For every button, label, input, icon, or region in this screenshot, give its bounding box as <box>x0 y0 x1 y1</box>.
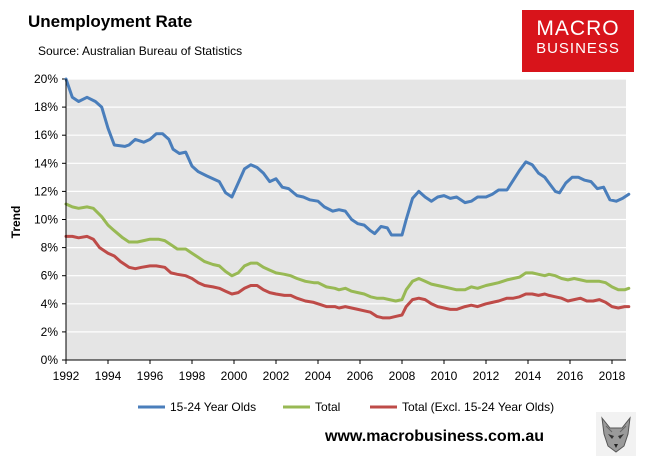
logo-line-2: BUSINESS <box>536 40 620 57</box>
series-lines <box>64 77 631 320</box>
x-tick-label: 2014 <box>515 369 542 383</box>
y-axis-ticks: 0% 2% 4% 6% 8% 10% 12% 14% 16% 18% 20% <box>34 72 66 367</box>
x-tick-label: 2016 <box>557 369 584 383</box>
y-tick-label: 10% <box>34 213 58 227</box>
x-tick-label: 2018 <box>599 369 626 383</box>
x-tick-label: 2008 <box>389 369 416 383</box>
x-tick-label: 2006 <box>347 369 374 383</box>
y-axis-label: Trend <box>9 206 23 239</box>
y-tick-label: 14% <box>34 156 58 170</box>
x-tick-label: 2012 <box>473 369 500 383</box>
x-tick-label: 1998 <box>179 369 206 383</box>
legend-label: Total <box>315 400 340 414</box>
x-tick-label: 2004 <box>305 369 332 383</box>
legend-label: Total (Excl. 15-24 Year Olds) <box>402 400 554 414</box>
y-tick-label: 18% <box>34 100 58 114</box>
y-tick-label: 12% <box>34 184 58 198</box>
series-line-3 <box>64 234 631 320</box>
wolf-logo-icon <box>596 412 636 456</box>
legend: 15-24 Year Olds Total Total (Excl. 15-24 Y… <box>138 400 554 414</box>
x-tick-label: 1996 <box>137 369 164 383</box>
x-tick-label: 2010 <box>431 369 458 383</box>
x-tick-label: 1992 <box>53 369 80 383</box>
x-tick-label: 1994 <box>95 369 122 383</box>
chart-subtitle: Source: Australian Bureau of Statistics <box>38 44 243 58</box>
x-axis-ticks: 1992 1994 1996 1998 2000 2002 2004 2006 2008 2010… <box>53 360 626 383</box>
legend-label: 15-24 Year Olds <box>170 400 256 414</box>
y-tick-label: 4% <box>41 297 59 311</box>
gridlines <box>66 78 626 333</box>
x-tick-label: 2000 <box>221 369 248 383</box>
chart-title: Unemployment Rate <box>28 12 193 31</box>
y-tick-label: 8% <box>41 241 59 255</box>
y-tick-label: 16% <box>34 128 58 142</box>
series-line-2 <box>64 202 631 303</box>
y-tick-label: 6% <box>41 269 59 283</box>
y-tick-label: 2% <box>41 325 59 339</box>
y-tick-label: 20% <box>34 72 58 86</box>
y-tick-label: 0% <box>41 353 59 367</box>
footer-url: www.macrobusiness.com.au <box>325 428 545 445</box>
logo-line-1: MACRO <box>536 17 620 40</box>
series-line-1 <box>64 77 631 237</box>
unemployment-chart: 0%2%4%6%8%10%12%14%16%18%20% 1992 1994 199… <box>9 72 631 414</box>
x-tick-label: 2002 <box>263 369 290 383</box>
macrobusiness-logo: MACRO BUSINESS <box>522 10 634 72</box>
